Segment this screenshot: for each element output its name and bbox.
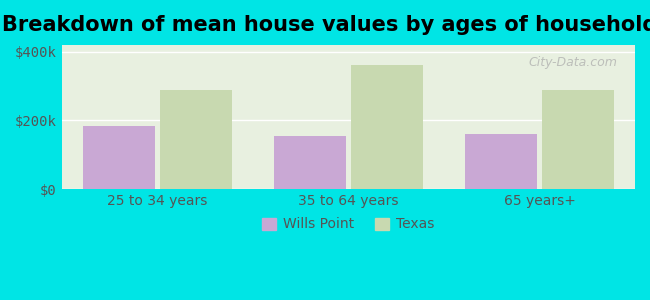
Text: City-Data.com: City-Data.com (529, 56, 617, 69)
Bar (274, 136, 346, 189)
Bar (160, 89, 231, 189)
Bar (465, 134, 537, 189)
Title: Breakdown of mean house values by ages of householders: Breakdown of mean house values by ages o… (2, 15, 650, 35)
Legend: Wills Point, Texas: Wills Point, Texas (257, 212, 440, 237)
Bar (83, 126, 155, 189)
Bar (351, 65, 422, 189)
Bar (542, 89, 614, 189)
